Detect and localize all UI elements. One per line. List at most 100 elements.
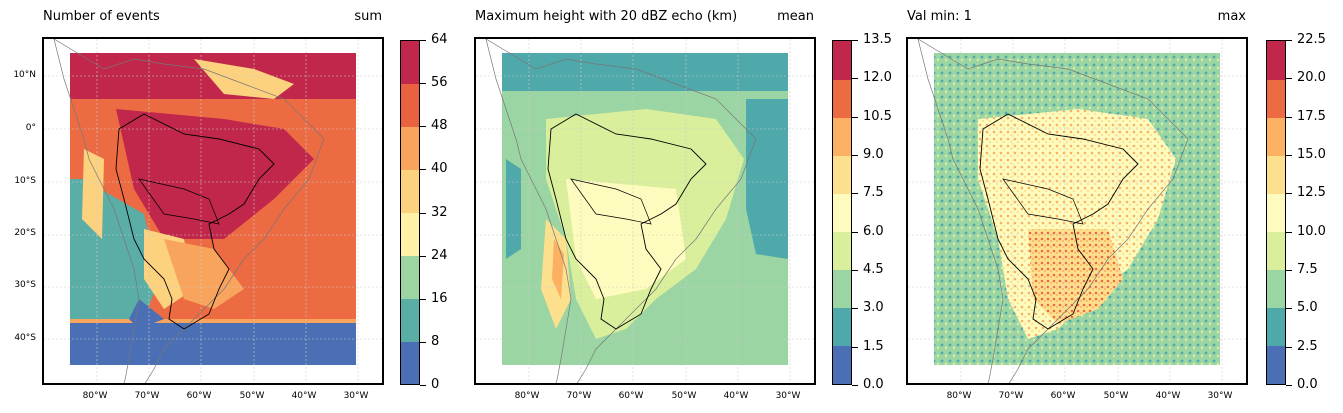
lon-tick-label: 70°W xyxy=(134,391,160,401)
colorbar-tick-label: 10.0 xyxy=(1297,223,1326,239)
colorbar-tick xyxy=(420,341,426,343)
colorbar-tick-label: 0.0 xyxy=(863,377,884,392)
panel-stat: max xyxy=(1217,9,1246,24)
lat-tick-label: 30°S xyxy=(14,280,36,290)
colorbar-tick-label: 10.5 xyxy=(863,108,892,124)
colorbar-segment xyxy=(833,345,851,384)
colorbar-tick xyxy=(852,385,858,386)
map-canvas xyxy=(476,39,814,383)
colorbar-tick xyxy=(1286,78,1292,80)
lon-tick-label: 80°W xyxy=(82,391,108,401)
panel-val-min: Val min: 1 max xyxy=(864,0,1343,413)
colorbar-tick xyxy=(1286,270,1292,271)
colorbar-tick-label: 48 xyxy=(431,118,448,134)
colorbar-tick xyxy=(852,40,858,41)
colorbar-tick xyxy=(420,83,426,85)
colorbar-tick xyxy=(852,193,858,195)
colorbar-tick-label: 64 xyxy=(431,32,448,47)
lat-tick-label: 40°S xyxy=(14,333,36,343)
colorbar-tick-label: 4.5 xyxy=(863,262,884,277)
lat-tick-label: 0° xyxy=(25,123,36,133)
colorbar-tick-label: 56 xyxy=(431,75,448,91)
colorbar-segment xyxy=(833,41,851,80)
panel-title: Val min: 1 xyxy=(907,9,972,24)
colorbar-tick-label: 6.0 xyxy=(863,223,884,239)
colorbar-segment xyxy=(401,126,419,171)
colorbar-tick-label: 20.0 xyxy=(1297,70,1326,86)
colorbar-segment xyxy=(1267,155,1285,195)
colorbar xyxy=(832,40,852,385)
lon-tick-label: 50°W xyxy=(1103,391,1129,401)
colorbar-segment xyxy=(1267,193,1285,233)
colorbar-tick-label: 40 xyxy=(431,161,448,177)
panel-stat: mean xyxy=(777,9,814,24)
colorbar-tick xyxy=(852,270,858,271)
colorbar-segment xyxy=(1267,345,1285,384)
colorbar-tick xyxy=(1286,308,1292,310)
colorbar-tick-label: 12.0 xyxy=(863,70,892,86)
colorbar-tick xyxy=(420,169,426,171)
colorbar-tick xyxy=(1286,385,1292,386)
colorbar-tick-label: 16 xyxy=(431,290,448,306)
colorbar-tick xyxy=(1286,231,1292,233)
colorbar-tick-label: 15.0 xyxy=(1297,147,1326,162)
colorbar-tick-label: 13.5 xyxy=(863,32,892,47)
colorbar-tick-label: 5.0 xyxy=(1297,300,1318,316)
colorbar-segment xyxy=(401,255,419,299)
colorbar-tick-label: 0.0 xyxy=(1297,377,1318,392)
colorbar xyxy=(1266,40,1286,385)
colorbar-tick xyxy=(1286,155,1292,156)
lon-tick-label: 80°W xyxy=(514,391,540,401)
map-frame xyxy=(906,37,1248,385)
colorbar-segment xyxy=(833,155,851,195)
colorbar-segment xyxy=(401,298,419,342)
colorbar-segment xyxy=(833,193,851,233)
colorbar-tick xyxy=(852,78,858,80)
lon-tick-label: 70°W xyxy=(566,391,592,401)
map-frame xyxy=(474,37,816,385)
colorbar-segment xyxy=(833,231,851,271)
colorbar-tick-label: 9.0 xyxy=(863,147,884,162)
colorbar-segment xyxy=(1267,269,1285,309)
colorbar-segment xyxy=(1267,231,1285,271)
colorbar-tick xyxy=(852,231,858,233)
colorbar-segment xyxy=(833,307,851,347)
colorbar-segment xyxy=(833,79,851,118)
colorbar-tick-label: 0 xyxy=(431,377,440,392)
colorbar-tick xyxy=(852,346,858,348)
colorbar-segment xyxy=(401,41,419,85)
lon-tick-label: 50°W xyxy=(671,391,697,401)
colorbar-segment xyxy=(1267,79,1285,118)
colorbar-segment xyxy=(833,117,851,156)
lon-tick-label: 60°W xyxy=(186,391,212,401)
colorbar-tick xyxy=(1286,346,1292,348)
colorbar-segment xyxy=(1267,41,1285,80)
colorbar-segment xyxy=(401,212,419,256)
colorbar-tick-label: 1.5 xyxy=(863,338,884,354)
panel-title: Maximum height with 20 dBZ echo (km) xyxy=(475,9,738,24)
colorbar-tick xyxy=(420,126,426,128)
lat-tick-label: 20°S xyxy=(14,228,36,238)
lon-tick-label: 60°W xyxy=(1050,391,1076,401)
panel-number-of-events: Number of events sum xyxy=(0,0,440,413)
lon-tick-label: 40°W xyxy=(291,391,317,401)
map-canvas xyxy=(44,39,382,383)
colorbar-segment xyxy=(1267,117,1285,156)
lon-tick-label: 30°W xyxy=(343,391,369,401)
lat-tick-label: 10°N xyxy=(13,70,36,80)
lon-tick-label: 30°W xyxy=(1207,391,1233,401)
colorbar-tick-label: 32 xyxy=(431,204,448,220)
colorbar-segment xyxy=(1267,307,1285,347)
colorbar-tick xyxy=(1286,193,1292,195)
lon-tick-label: 50°W xyxy=(239,391,265,401)
panel-title: Number of events xyxy=(43,9,160,24)
colorbar-tick-label: 8 xyxy=(431,333,440,349)
colorbar-tick-label: 12.5 xyxy=(1297,185,1326,201)
colorbar-tick-label: 2.5 xyxy=(1297,338,1318,354)
lat-tick-label: 10°S xyxy=(14,176,36,186)
colorbar-tick-label: 22.5 xyxy=(1297,32,1326,47)
colorbar-tick-label: 7.5 xyxy=(1297,262,1318,277)
lon-tick-label: 60°W xyxy=(618,391,644,401)
colorbar-tick xyxy=(420,298,426,300)
colorbar-segment xyxy=(401,83,419,128)
